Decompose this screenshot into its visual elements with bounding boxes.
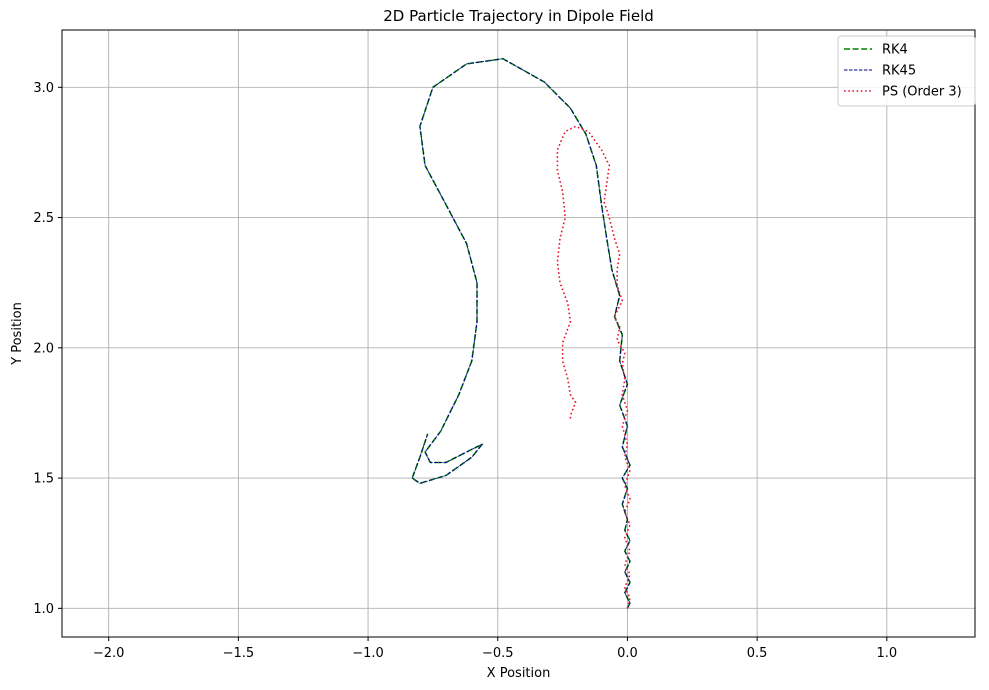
chart-title: 2D Particle Trajectory in Dipole Field [383, 7, 654, 25]
y-tick-label: 2.5 [33, 211, 54, 226]
x-tick-label: 1.0 [876, 646, 897, 661]
series-line-rk4 [411, 57, 631, 609]
y-tick-label: 1.5 [33, 472, 54, 487]
x-axis-label: X Position [487, 666, 551, 681]
y-axis-label: Y Position [10, 302, 25, 366]
x-tick-label: −1.5 [223, 646, 255, 661]
y-tick-label: 2.0 [33, 341, 54, 356]
legend-label: PS (Order 3) [882, 85, 962, 100]
x-tick-label: 0.5 [747, 646, 768, 661]
series-line-ps-order-3 [556, 125, 631, 609]
ticks: −2.0 −1.5 −1.0 −0.5 0.0 0.5 1.0 1.0 1.5 2.0 2.5 3.0 [33, 81, 897, 661]
plot-frame [61, 29, 976, 638]
x-tick-label: 0.0 [617, 646, 638, 661]
series-line-rk45 [411, 58, 631, 609]
x-tick-label: −1.0 [352, 646, 384, 661]
legend-box [837, 35, 976, 107]
x-tick-label: −0.5 [482, 646, 514, 661]
y-tick-label: 1.0 [33, 602, 54, 617]
grid [62, 30, 975, 637]
legend: RK4 RK45 PS (Order 3) [837, 35, 976, 107]
legend-label: RK4 [882, 43, 908, 58]
y-tick-label: 3.0 [33, 81, 54, 96]
x-tick-label: −2.0 [93, 646, 125, 661]
legend-label: RK45 [882, 64, 916, 79]
series-group [411, 57, 631, 609]
